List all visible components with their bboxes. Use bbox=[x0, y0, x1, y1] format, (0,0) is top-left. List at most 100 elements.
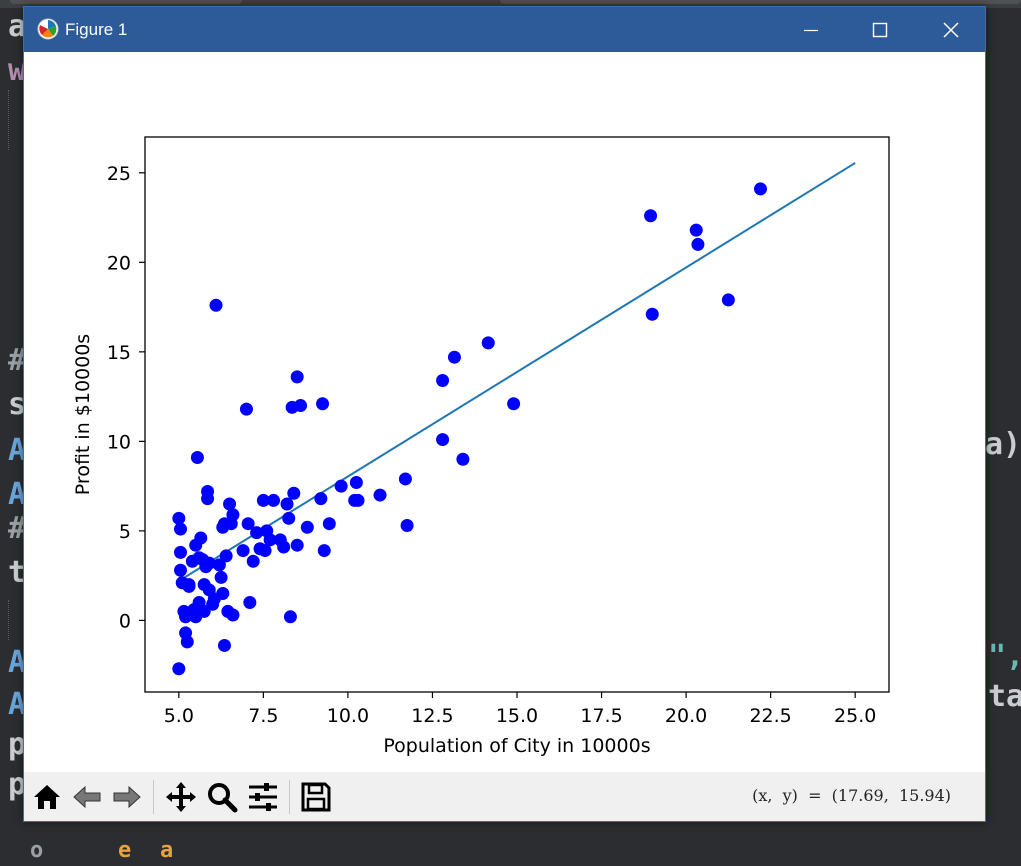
x-axis-label: Population of City in 10000s bbox=[383, 735, 650, 757]
scatter-point bbox=[243, 595, 257, 609]
scatter-point bbox=[283, 610, 297, 624]
code-fragment: # bbox=[8, 511, 27, 546]
scatter-point bbox=[290, 370, 304, 384]
scatter-plot[interactable]: 5.0 7.5 10.0 12.5 15.0 17.5 20.0 22.5 25.0 0 5 10 1… bbox=[24, 52, 985, 772]
scatter-point bbox=[280, 497, 294, 511]
scatter-point bbox=[214, 570, 228, 584]
scatter-point bbox=[447, 350, 461, 364]
x-tick-label: 17.5 bbox=[580, 705, 622, 727]
scatter-point bbox=[246, 554, 260, 568]
configure-subplots-icon bbox=[249, 783, 277, 811]
x-tick-label: 15.0 bbox=[496, 705, 538, 727]
scatter-point bbox=[180, 635, 194, 649]
scatter-point bbox=[456, 452, 470, 466]
scatter-point bbox=[400, 519, 414, 532]
forward-button[interactable] bbox=[110, 780, 144, 814]
figure-canvas[interactable]: 5.0 7.5 10.0 12.5 15.0 17.5 20.0 22.5 25.0 0 5 10 1… bbox=[24, 52, 985, 772]
x-tick-label: 5.0 bbox=[164, 705, 194, 727]
save-button[interactable] bbox=[299, 780, 333, 814]
title-bar[interactable]: Figure 1 bbox=[24, 7, 985, 52]
indent-guide bbox=[8, 600, 9, 640]
x-tick-label: 25.0 bbox=[834, 705, 876, 727]
home-icon bbox=[34, 785, 60, 809]
zoom-icon bbox=[208, 783, 238, 813]
scatter-point bbox=[753, 182, 767, 196]
scatter-point bbox=[277, 540, 291, 554]
scatter-point bbox=[197, 604, 211, 618]
code-fragment: p bbox=[8, 767, 27, 802]
scatter-point bbox=[236, 544, 250, 558]
scatter-point bbox=[287, 486, 301, 500]
y-tick-label: 0 bbox=[119, 610, 131, 632]
minimize-icon bbox=[804, 29, 818, 31]
x-tick-label: 10.0 bbox=[327, 705, 369, 727]
scatter-point bbox=[316, 397, 330, 411]
editor-tab bbox=[10, 0, 242, 4]
axes-frame bbox=[144, 136, 890, 693]
scatter-point bbox=[282, 511, 296, 525]
scatter-point bbox=[190, 450, 204, 464]
scatter-point bbox=[322, 517, 336, 531]
code-fragment: # bbox=[8, 343, 27, 378]
scatter-point bbox=[182, 579, 196, 593]
x-tick-label: 22.5 bbox=[749, 705, 791, 727]
editor-tab bbox=[500, 0, 1021, 4]
scatter-point bbox=[179, 610, 193, 624]
scatter-point bbox=[172, 662, 186, 676]
y-tick-label: 10 bbox=[107, 431, 131, 453]
x-tick-label: 12.5 bbox=[411, 705, 453, 727]
scatter-point bbox=[194, 531, 208, 545]
scatter-point bbox=[226, 608, 240, 622]
scatter-point bbox=[373, 488, 387, 502]
pan-icon bbox=[166, 782, 196, 812]
scatter-point bbox=[263, 533, 277, 547]
minimize-button[interactable] bbox=[781, 7, 841, 52]
scatter-point bbox=[217, 638, 231, 652]
editor-tab-strip bbox=[0, 0, 1021, 8]
scatter-point bbox=[349, 476, 363, 490]
y-tick-label: 5 bbox=[119, 521, 131, 543]
maximize-icon bbox=[872, 22, 888, 37]
code-fragment: ", bbox=[988, 639, 1021, 674]
scatter-point bbox=[398, 472, 412, 486]
scatter-point bbox=[691, 237, 705, 251]
code-fragment: e bbox=[118, 838, 132, 863]
scatter-point bbox=[290, 538, 304, 552]
maximize-button[interactable] bbox=[850, 7, 910, 52]
scatter-point bbox=[300, 520, 314, 534]
scatter-point bbox=[250, 526, 264, 540]
code-fragment: w bbox=[8, 53, 27, 88]
scatter-point bbox=[239, 402, 253, 416]
indent-guide bbox=[8, 90, 9, 150]
toolbar-separator bbox=[153, 780, 154, 814]
back-icon bbox=[73, 785, 101, 809]
zoom-button[interactable] bbox=[205, 780, 239, 814]
back-button[interactable] bbox=[70, 780, 104, 814]
scatter-point bbox=[226, 508, 240, 522]
y-tick-label: 20 bbox=[107, 252, 131, 274]
pan-button[interactable] bbox=[164, 780, 198, 814]
scatter-point bbox=[174, 563, 188, 577]
scatter-point bbox=[436, 373, 450, 387]
scatter-point bbox=[202, 556, 216, 570]
code-fragment: o bbox=[30, 838, 44, 863]
scatter-point bbox=[174, 522, 188, 536]
save-icon bbox=[301, 782, 331, 812]
scatter-point bbox=[314, 492, 328, 506]
scatter-point bbox=[201, 492, 215, 506]
scatter-point bbox=[174, 545, 188, 559]
configure-subplots-button[interactable] bbox=[246, 780, 280, 814]
matplotlib-icon bbox=[37, 18, 59, 40]
scatter-point bbox=[721, 293, 735, 307]
scatter-point bbox=[645, 307, 659, 321]
home-button[interactable] bbox=[30, 780, 64, 814]
y-axis-ticks: 0 5 10 15 20 25 bbox=[107, 163, 145, 632]
figure-window: Figure 1 5.0 7.5 10.0 12.5 15.0 17.5 20.0 22.5 2… bbox=[23, 6, 986, 822]
x-tick-label: 7.5 bbox=[248, 705, 278, 727]
code-fragment: a bbox=[160, 838, 174, 863]
close-button[interactable] bbox=[921, 7, 981, 52]
toolbar-separator bbox=[289, 780, 290, 814]
scatter-point bbox=[507, 397, 521, 411]
scatter-point bbox=[267, 493, 281, 507]
scatter-point bbox=[209, 298, 223, 312]
